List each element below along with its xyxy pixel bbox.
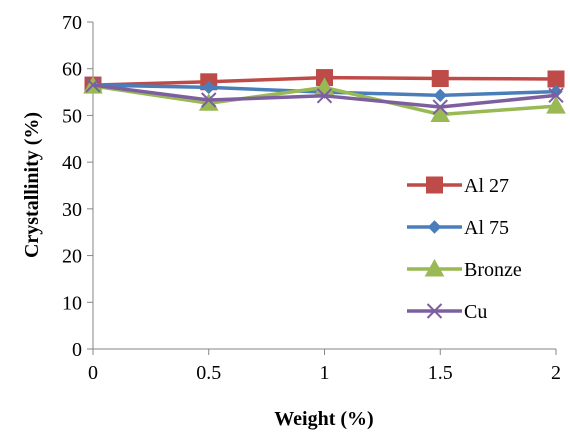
data-point-bronze xyxy=(430,104,451,122)
data-point-bronze xyxy=(546,96,566,114)
y-axis-title: Crystallinity (%) xyxy=(21,112,43,258)
y-tick-label: 40 xyxy=(62,152,82,174)
legend-item-cu: Cu xyxy=(407,301,487,323)
legend-marker-al-27 xyxy=(426,176,443,194)
y-tick-label: 10 xyxy=(62,292,82,314)
series-cu xyxy=(85,77,564,115)
series-layer xyxy=(83,69,566,122)
data-point-bronze xyxy=(198,93,219,111)
y-tick-label: 50 xyxy=(62,105,82,127)
x-tick-label: 0 xyxy=(88,362,98,384)
legend-item-al-27: Al 27 xyxy=(407,175,509,197)
legend-item-al-75: Al 75 xyxy=(407,217,509,239)
x-axis-title: Weight (%) xyxy=(274,408,373,430)
legend-marker-al-75 xyxy=(427,220,442,234)
legend-label-al-27: Al 27 xyxy=(464,175,509,197)
legend-label-bronze: Bronze xyxy=(464,259,522,281)
axes-layer: 0 10 20 30 40 50 60 70 0 0.5 1 1.5 2 xyxy=(62,12,561,384)
legend-item-bronze: Bronze xyxy=(407,258,522,281)
y-tick-label: 0 xyxy=(72,339,82,361)
y-tick-label: 60 xyxy=(62,59,82,81)
x-tick-label: 0.5 xyxy=(196,362,221,384)
legend-label-cu: Cu xyxy=(464,301,487,323)
data-point-al-75 xyxy=(433,88,447,103)
data-point-cu xyxy=(548,87,564,104)
legend: Al 27 Al 75 Bronze Cu xyxy=(407,175,522,323)
y-tick-label: 70 xyxy=(62,12,82,34)
x-tick-label: 1 xyxy=(320,362,330,384)
y-tick-label: 30 xyxy=(62,199,82,221)
legend-marker-cu xyxy=(426,303,443,319)
data-point-cu xyxy=(432,99,448,115)
data-point-al-27 xyxy=(547,70,565,88)
data-point-al-27 xyxy=(431,70,449,88)
legend-marker-bronze xyxy=(424,258,445,277)
data-point-cu xyxy=(316,88,333,104)
x-tick-label: 2 xyxy=(551,362,561,384)
legend-label-al-75: Al 75 xyxy=(464,217,509,239)
y-tick-label: 20 xyxy=(62,246,82,268)
data-point-cu xyxy=(85,77,101,93)
x-tick-label: 1.5 xyxy=(428,362,453,384)
data-point-cu xyxy=(201,92,217,108)
